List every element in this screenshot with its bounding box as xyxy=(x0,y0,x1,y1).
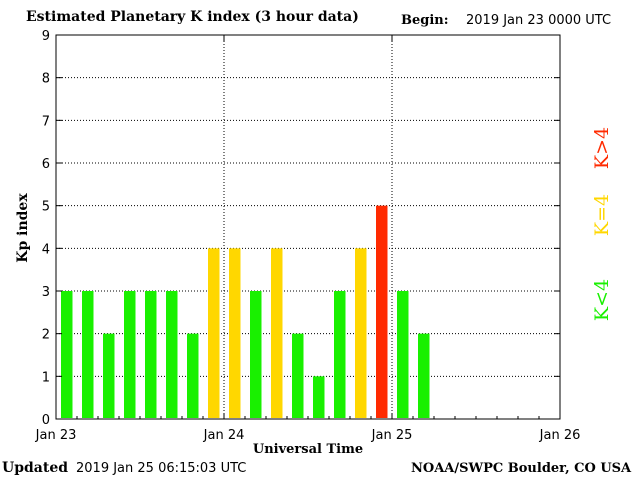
updated-label: Updated xyxy=(2,460,69,476)
source-credit: NOAA/SWPC Boulder, CO USA xyxy=(411,461,632,476)
kp-bar xyxy=(166,291,178,418)
legend-item: K=4 xyxy=(591,194,613,236)
legend: K<4 K=4 K>4 xyxy=(591,127,613,321)
y-tick-label: 1 xyxy=(42,370,50,385)
kp-bar xyxy=(229,248,241,418)
y-tick-label: 7 xyxy=(42,114,50,129)
y-tick-label: 4 xyxy=(42,242,50,257)
axis-ticks: 0 1 2 3 4 5 6 7 8 9 Jan 23 Jan 24 Jan 25 Jan 26 xyxy=(35,29,581,443)
x-tick-label: Jan 24 xyxy=(203,428,245,443)
kp-bar xyxy=(103,333,115,418)
x-tick-label: Jan 23 xyxy=(35,428,77,443)
bar-series xyxy=(61,205,430,418)
legend-item: K>4 xyxy=(591,127,613,169)
kp-bar xyxy=(292,333,304,418)
x-tick-label: Jan 25 xyxy=(371,428,413,443)
kp-bar xyxy=(334,291,346,418)
y-tick-label: 0 xyxy=(42,413,50,428)
x-tick-label: Jan 26 xyxy=(539,428,581,443)
kp-bar xyxy=(124,291,136,418)
legend-item: K<4 xyxy=(591,279,613,321)
chart-title: Estimated Planetary K index (3 hour data… xyxy=(26,9,359,25)
y-tick-label: 8 xyxy=(42,72,50,87)
y-tick-label: 3 xyxy=(42,285,50,300)
updated-value: 2019 Jan 25 06:15:03 UTC xyxy=(76,461,247,476)
kp-bar xyxy=(82,291,94,418)
y-tick-label: 6 xyxy=(42,157,50,172)
begin-value: 2019 Jan 23 0000 UTC xyxy=(466,13,612,28)
begin-label: Begin: xyxy=(401,13,449,28)
y-tick-label: 9 xyxy=(42,29,50,44)
kp-bar xyxy=(187,333,199,418)
kp-bar xyxy=(355,248,367,418)
x-axis-label: Universal Time xyxy=(253,442,363,457)
kp-bar xyxy=(250,291,262,418)
kp-bar xyxy=(313,376,325,418)
kp-bar xyxy=(145,291,157,418)
kp-bar xyxy=(271,248,283,418)
y-axis-label: Kp index xyxy=(15,193,31,263)
y-tick-label: 2 xyxy=(42,328,50,343)
grid-lines xyxy=(56,35,560,419)
y-tick-label: 5 xyxy=(42,200,50,215)
kp-bar xyxy=(208,248,220,418)
kp-bar xyxy=(376,205,388,418)
kp-bar xyxy=(418,333,430,418)
kp-bar xyxy=(397,291,409,418)
kp-bar xyxy=(61,291,73,418)
